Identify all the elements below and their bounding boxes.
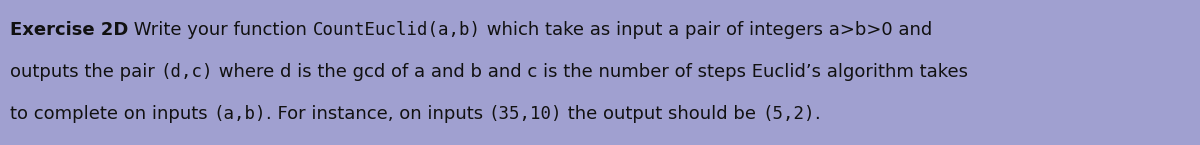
Text: (a,b): (a,b) <box>214 105 266 123</box>
Text: (35,10): (35,10) <box>488 105 563 123</box>
Text: . For instance, on inputs: . For instance, on inputs <box>266 105 488 123</box>
Text: Exercise 2D: Exercise 2D <box>10 21 128 39</box>
Text: to complete on inputs: to complete on inputs <box>10 105 214 123</box>
Text: the output should be: the output should be <box>563 105 762 123</box>
Text: CountEuclid(a,b): CountEuclid(a,b) <box>313 21 481 39</box>
Text: Write your function: Write your function <box>128 21 313 39</box>
Text: (5,2): (5,2) <box>762 105 815 123</box>
Text: where d is the gcd of a and b and c is the number of steps Euclid’s algorithm ta: where d is the gcd of a and b and c is t… <box>214 63 968 81</box>
Text: which take as input a pair of integers a>b>0 and: which take as input a pair of integers a… <box>481 21 932 39</box>
Text: .: . <box>815 105 821 123</box>
Text: (d,c): (d,c) <box>161 63 214 81</box>
Text: outputs the pair: outputs the pair <box>10 63 161 81</box>
